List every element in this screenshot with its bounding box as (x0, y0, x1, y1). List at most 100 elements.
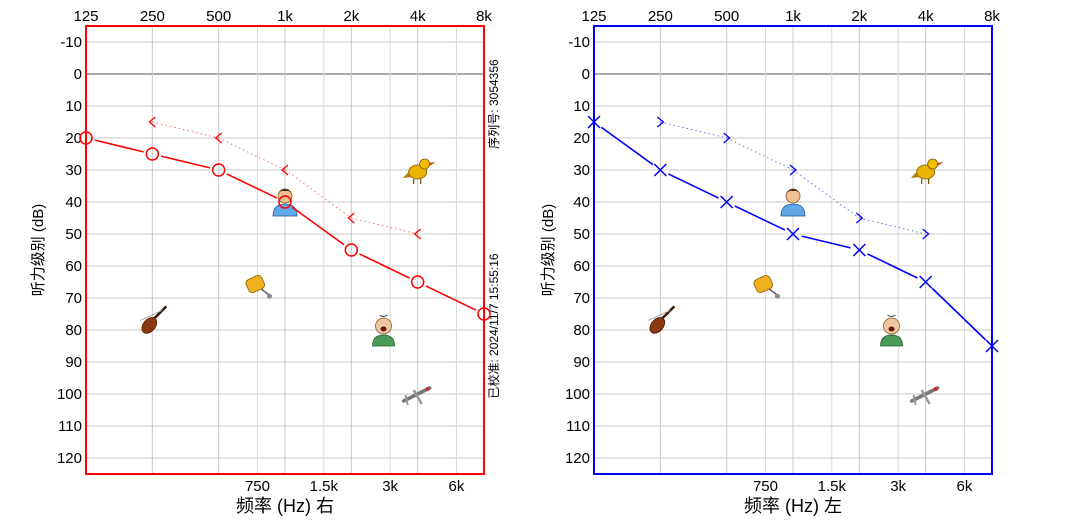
bone-marker-lt (280, 164, 289, 176)
air-line-segment (668, 173, 719, 199)
bird-legs (921, 179, 930, 184)
y-tick-label: 40 (65, 194, 82, 211)
airplane-icon (909, 386, 940, 406)
bone-line-segment (284, 169, 352, 219)
y-tick-label: 50 (65, 226, 82, 243)
bone-marker-gt (855, 212, 864, 224)
air-line-segment (801, 235, 851, 249)
x-tick-label-top: 125 (73, 8, 98, 25)
baby-body (372, 334, 395, 347)
air-marker-circle (410, 275, 425, 289)
bone-marker-lt (413, 228, 422, 240)
y-tick-label: -10 (568, 34, 590, 51)
air-marker-circle (344, 243, 359, 257)
baby-mouth (888, 326, 895, 332)
y-tick-label: 0 (74, 66, 82, 83)
bone-marker-gt (789, 164, 798, 176)
bone-line-segment (152, 121, 219, 139)
air-line-segment (291, 206, 345, 246)
y-tick-label: 100 (565, 386, 590, 403)
y-axis-label: 听力级别 (dB) (30, 204, 47, 297)
air-line-segment (600, 126, 654, 166)
y-tick-label: -10 (60, 34, 82, 51)
phone-plug (266, 293, 272, 299)
x-tick-label-top: 8k (984, 8, 1000, 25)
y-tick-label: 10 (573, 98, 590, 115)
audiogram-right: -10 0 10 20 30 40 50 60 70 80 90 100 110 120 125 250 500… (30, 8, 501, 516)
calibration-label: 已校准: 2024/11/7 15:55:16 (486, 253, 501, 399)
baby-body (880, 334, 903, 347)
person-shirt (272, 203, 298, 217)
baby-mouth (380, 326, 387, 332)
y-tick-label: 20 (65, 130, 82, 147)
bone-marker-lt (214, 132, 223, 144)
air-line-segment (160, 155, 211, 169)
air-marker-x (653, 163, 667, 177)
x-tick-label-bottom: 6k (449, 478, 465, 495)
x-tick-label-top: 1k (277, 8, 293, 25)
x-tick-label-top: 250 (140, 8, 165, 25)
y-tick-label: 90 (573, 354, 590, 371)
bone-marker-gt (723, 132, 731, 144)
air-line-segment (931, 287, 987, 341)
phone-handset (753, 275, 774, 294)
x-tick-label-bottom: 3k (890, 478, 906, 495)
bone-marker-gt (656, 116, 665, 128)
air-line-segment (226, 173, 278, 199)
baby-hair (379, 314, 388, 317)
air-marker-x (786, 227, 800, 241)
violin-bow (140, 310, 163, 321)
air-marker-x (720, 195, 734, 209)
airplane-wing (920, 389, 931, 405)
x-axis-label: 频率 (Hz) 右 (236, 496, 334, 516)
x-tick-label-bottom: 1.5k (310, 478, 339, 495)
x-tick-label-bottom: 6k (957, 478, 973, 495)
y-tick-label: 50 (573, 226, 590, 243)
y-tick-label: 10 (65, 98, 82, 115)
x-tick-label-top: 500 (206, 8, 231, 25)
person-hair (278, 189, 292, 194)
y-tick-label: 60 (65, 258, 82, 275)
bone-line-segment (660, 121, 727, 139)
airplane-tail (912, 394, 917, 406)
bird-head (419, 158, 431, 170)
bone-line-segment (218, 137, 286, 171)
violin-bow (648, 310, 671, 321)
x-tick-label-top: 1k (785, 8, 801, 25)
air-marker-x (985, 339, 999, 353)
bird-beak (936, 162, 944, 166)
audiogram-left: -10 0 10 20 30 40 50 60 70 80 90 100 110 120 125 250 500… (540, 8, 1000, 516)
air-line-segment (867, 253, 918, 279)
y-tick-label: 90 (65, 354, 82, 371)
air-marker-x (587, 115, 601, 129)
bone-marker-lt (347, 212, 355, 224)
y-tick-label: 30 (573, 162, 590, 179)
phone-icon (245, 275, 272, 299)
y-tick-label: 40 (573, 194, 590, 211)
bone-line-segment (859, 217, 926, 235)
y-tick-label: 70 (573, 290, 590, 307)
x-tick-label-bottom: 3k (382, 478, 398, 495)
x-axis-label: 频率 (Hz) 左 (744, 496, 842, 516)
bone-line-segment (792, 169, 860, 219)
baby-face (375, 317, 392, 335)
air-marker-x (919, 275, 933, 289)
x-tick-label-top: 2k (851, 8, 867, 25)
y-tick-label: 80 (573, 322, 590, 339)
y-tick-label: 30 (65, 162, 82, 179)
plot-frame (593, 25, 993, 475)
x-tick-label-top: 500 (714, 8, 739, 25)
y-tick-label: 100 (57, 386, 82, 403)
bird-icon (402, 158, 436, 184)
bone-marker-gt (922, 228, 930, 240)
air-marker-circle (79, 131, 93, 145)
airplane-nose (933, 387, 938, 391)
bird-head (927, 158, 939, 170)
x-tick-label-bottom: 1.5k (818, 478, 847, 495)
bird-tail (402, 172, 412, 178)
x-tick-label-top: 8k (476, 8, 492, 25)
bone-marker-lt (148, 116, 156, 128)
x-tick-label-top: 4k (918, 8, 934, 25)
